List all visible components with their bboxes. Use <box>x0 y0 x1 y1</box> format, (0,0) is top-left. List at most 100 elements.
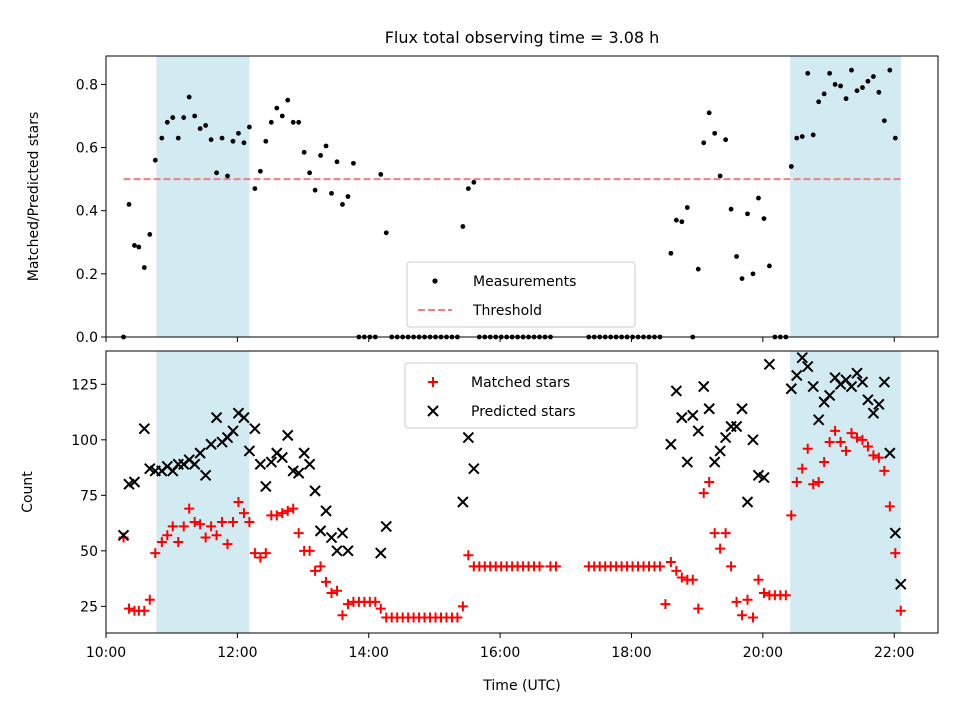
matched-star-point <box>813 477 824 488</box>
predicted-star-point <box>851 367 863 379</box>
matched-star-point <box>873 452 884 463</box>
predicted-star-point <box>298 447 310 459</box>
matched-star-point <box>786 510 797 521</box>
predicted-star-point <box>687 409 699 422</box>
matched-star-point <box>173 536 184 547</box>
measurement-point <box>247 124 252 130</box>
matched-star-point <box>288 503 299 514</box>
measurement-point <box>152 157 158 163</box>
measurement-point <box>750 271 756 277</box>
y-tick-label: 50 <box>80 544 98 560</box>
measurement-point <box>860 85 865 90</box>
matched-star-point <box>452 612 463 623</box>
matched-star-point <box>144 594 155 605</box>
predicted-star-point <box>128 476 141 488</box>
axes-frame <box>105 55 939 338</box>
measurement-point <box>296 119 302 125</box>
predicted-star-point <box>698 380 710 393</box>
matched-star-point <box>222 539 233 550</box>
matched-star-point <box>227 516 238 527</box>
y-tick-label: 0.4 <box>76 204 98 220</box>
matched-star-point <box>195 519 206 530</box>
measurement-point <box>827 70 833 76</box>
predicted-star-point <box>747 434 759 446</box>
x-tick-label: 12:00 <box>217 645 257 661</box>
matched-star-point <box>331 585 342 596</box>
predicted-star-point <box>796 351 808 364</box>
matched-star-point <box>321 576 332 587</box>
matched-star-point <box>868 450 879 461</box>
matched-star-point <box>819 457 830 468</box>
predicted-star-point <box>205 438 217 450</box>
measurement-point <box>756 195 761 201</box>
matched-star-point <box>841 445 852 456</box>
matched-star-point <box>862 441 873 452</box>
measurement-point <box>810 132 816 138</box>
predicted-star-point <box>303 458 316 470</box>
matched-star-point <box>534 561 545 572</box>
measurement-point <box>175 135 181 141</box>
x-tick-label: 14:00 <box>349 645 389 661</box>
matched-star-point <box>184 503 195 514</box>
matched-star-point <box>463 550 474 561</box>
measurement-point <box>695 266 701 272</box>
measurement-point <box>252 186 258 192</box>
x-tick-label: 22:00 <box>874 645 914 661</box>
predicted-star-point <box>325 531 338 544</box>
measurement-point <box>312 187 318 193</box>
measurement-point <box>717 173 723 179</box>
predicted-star-point <box>375 547 387 559</box>
matched-star-point <box>665 556 676 567</box>
matched-star-point <box>830 425 841 436</box>
matched-star-point <box>178 521 189 532</box>
predicted-star-point <box>884 447 896 459</box>
measurement-point <box>290 119 296 125</box>
x-tick-label: 18:00 <box>611 645 651 661</box>
matched-star-point <box>824 437 835 448</box>
measurement-point <box>197 126 203 132</box>
shaded-interval <box>156 56 250 337</box>
measurement-point <box>186 94 192 100</box>
measurement-point <box>323 143 329 149</box>
predicted-star-point <box>785 383 798 395</box>
matched-star-point <box>211 530 222 541</box>
matched-star-point <box>791 477 802 488</box>
matched-star-point <box>271 510 282 521</box>
measurement-point <box>761 216 767 222</box>
matched-star-point <box>726 561 737 572</box>
matched-star-point <box>550 561 561 572</box>
predicted-star-point <box>457 496 469 508</box>
predicted-star-point <box>714 445 726 457</box>
predicted-star-point <box>845 380 858 393</box>
matched-star-point <box>731 596 742 607</box>
measurement-point <box>881 118 887 124</box>
y-tick-label: 100 <box>71 433 98 449</box>
y-axis-label: Matched/Predicted stars <box>26 112 42 282</box>
predicted-star-point <box>856 376 869 388</box>
predicted-star-point <box>117 529 130 542</box>
legend-marker-predicted <box>427 405 439 417</box>
legend-box <box>406 261 636 328</box>
predicted-star-point <box>867 407 880 419</box>
shaded-interval <box>156 351 250 633</box>
predicted-star-point <box>812 414 825 426</box>
matched-star-point <box>698 488 709 499</box>
measurement-point <box>301 149 307 155</box>
matched-star-point <box>758 588 769 599</box>
predicted-star-point <box>725 420 737 433</box>
measurement-point <box>723 137 729 143</box>
predicted-star-point <box>468 462 480 475</box>
predicted-star-point <box>320 505 332 517</box>
matched-star-point <box>693 603 704 614</box>
measurement-point <box>383 230 389 236</box>
legend: Matched stars Predicted stars <box>404 362 638 429</box>
matched-star-point <box>282 505 293 516</box>
y-tick-label: 75 <box>80 488 98 504</box>
measurement-point <box>465 186 471 192</box>
measurement-point <box>816 99 822 105</box>
predicted-star-point <box>878 376 891 388</box>
matched-star-point <box>277 508 288 519</box>
predicted-star-point <box>249 423 261 435</box>
predicted-star-point <box>194 447 206 459</box>
matched-star-point <box>895 605 906 616</box>
